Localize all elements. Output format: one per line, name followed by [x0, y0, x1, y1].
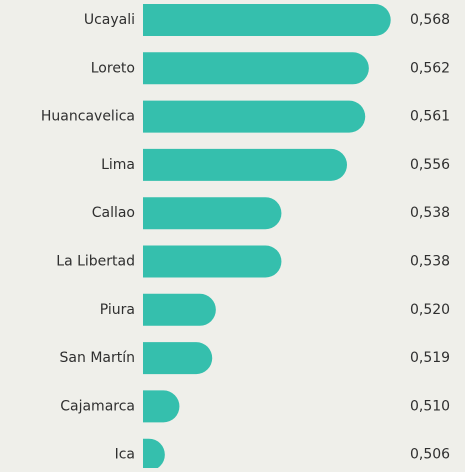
value-label: 0,520	[410, 302, 450, 318]
bar	[143, 100, 366, 133]
bar	[143, 148, 347, 181]
value-label: 0,556	[410, 157, 450, 173]
value-label: 0,562	[410, 60, 450, 76]
category-label: Huancavelica	[41, 109, 135, 125]
value-label: 0,538	[410, 254, 450, 270]
bar	[143, 293, 216, 326]
bar	[143, 342, 213, 375]
category-label: Piura	[100, 302, 135, 318]
category-label: San Martín	[60, 350, 135, 366]
bar	[143, 438, 165, 471]
category-label: Ucayali	[84, 12, 135, 28]
bar	[143, 197, 282, 230]
category-label: Loreto	[91, 60, 135, 76]
bar	[143, 52, 369, 85]
value-label: 0,538	[410, 205, 450, 221]
category-label: Cajamarca	[60, 398, 135, 414]
bar	[143, 245, 282, 278]
value-label: 0,568	[410, 12, 450, 28]
category-label: Callao	[92, 205, 135, 221]
value-label: 0,561	[410, 109, 450, 125]
value-label: 0,510	[410, 398, 450, 414]
category-label: La Libertad	[56, 254, 135, 270]
value-label: 0,519	[410, 350, 450, 366]
bar	[143, 390, 180, 423]
bar	[143, 4, 391, 36]
category-label: Ica	[115, 447, 135, 463]
value-label: 0,506	[410, 447, 450, 463]
category-label: Lima	[101, 157, 135, 173]
